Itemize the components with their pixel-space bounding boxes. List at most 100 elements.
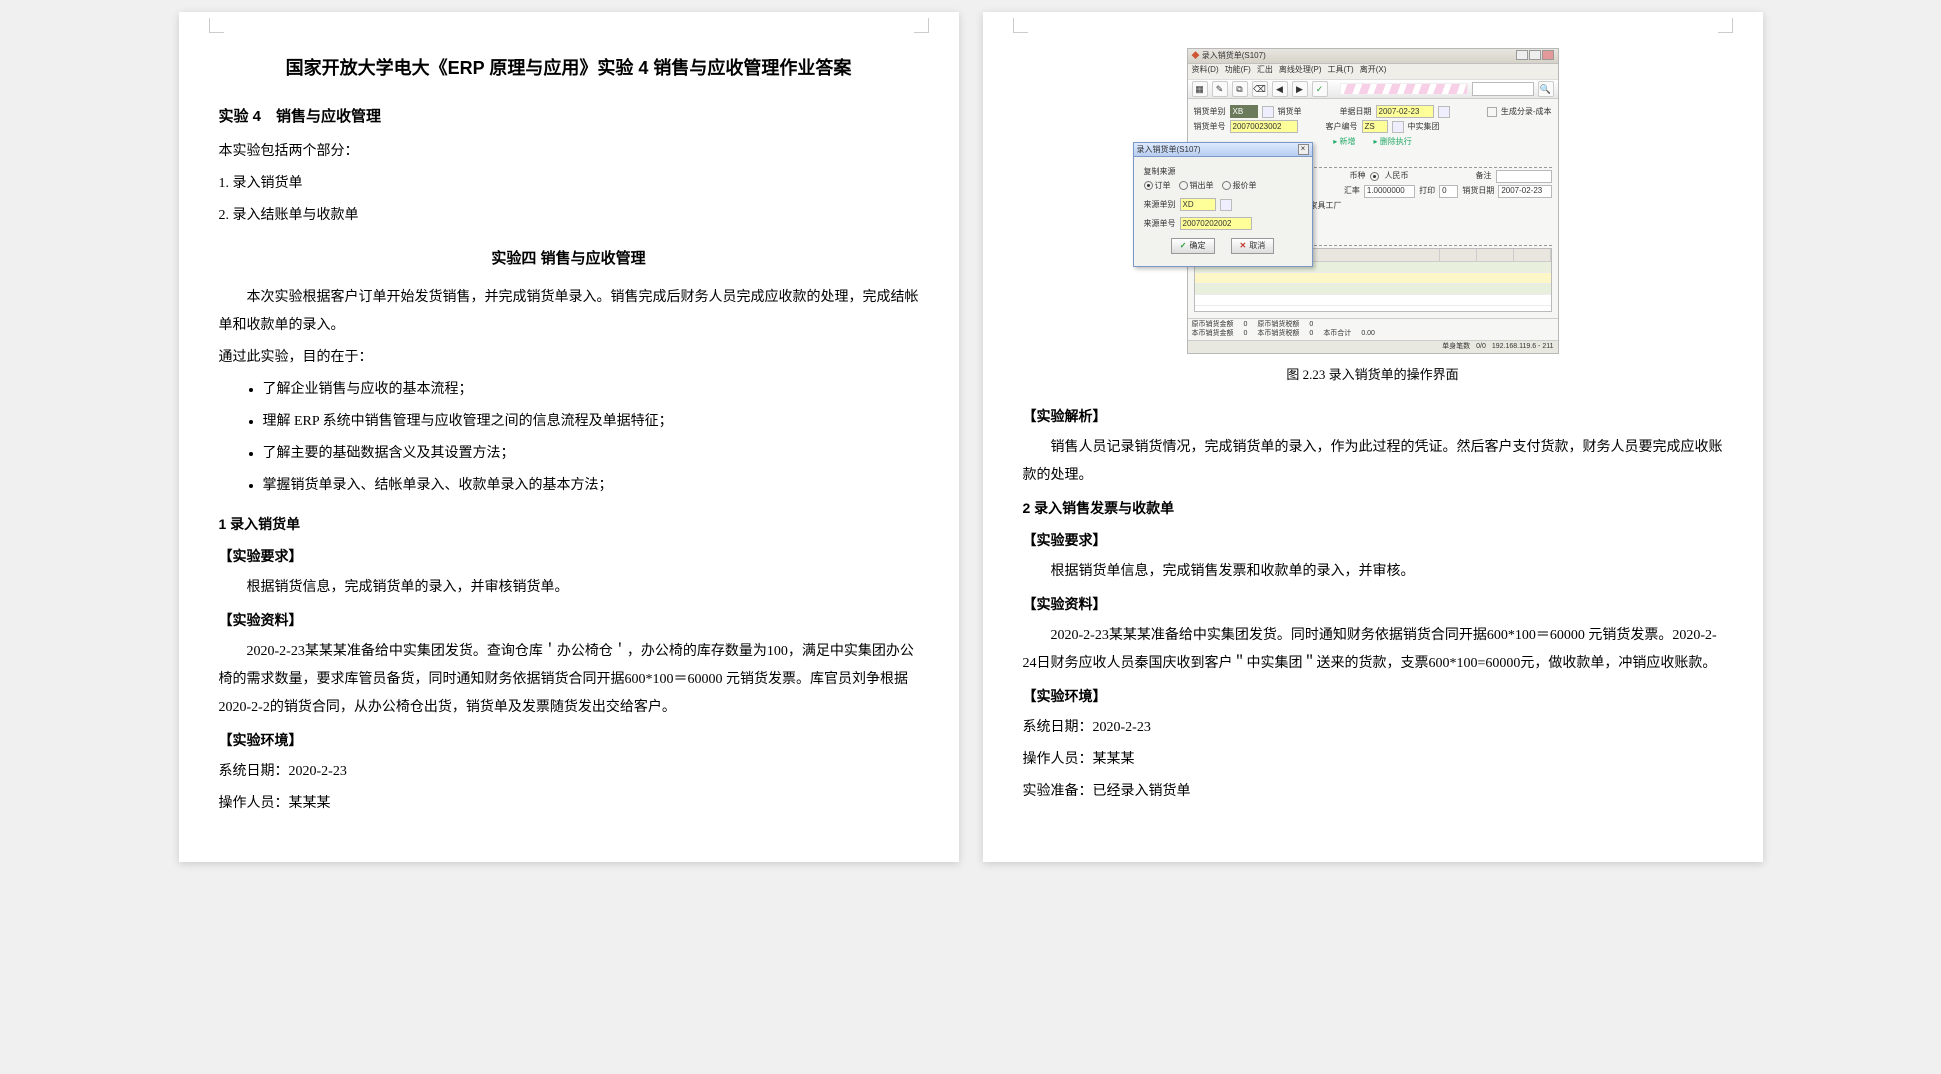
- heading: 【实验解析】: [1023, 402, 1723, 430]
- heading: 2 录入销售发票与收款单: [1023, 494, 1723, 522]
- field-label: 来源单别: [1144, 200, 1176, 210]
- toolbar-button[interactable]: ⧉: [1232, 81, 1248, 97]
- field-value: 0: [1439, 185, 1458, 198]
- page-2: ◆ 录入销货单(S107) 资料(D) 功能(F) 汇出 离线处理(P) 工具(…: [983, 12, 1763, 862]
- radio[interactable]: [1144, 181, 1153, 190]
- field-value[interactable]: 20070202002: [1180, 217, 1252, 230]
- radio-label: 销出单: [1190, 181, 1214, 190]
- menu-item[interactable]: 离线处理(P): [1279, 65, 1322, 78]
- field-value[interactable]: XD: [1180, 198, 1216, 211]
- paragraph: 2. 录入结账单与收款单: [219, 202, 919, 230]
- toolbar-button[interactable]: ⌫: [1252, 81, 1268, 97]
- dialog-titlebar: 录入销货单(S107) ×: [1134, 143, 1312, 157]
- grid-col: [1440, 249, 1477, 261]
- grid-row[interactable]: [1195, 284, 1551, 295]
- paragraph: 根据销货信息，完成销货单的录入，并审核销货单。: [219, 574, 919, 602]
- field-value[interactable]: 20070023002: [1230, 120, 1298, 133]
- field-value[interactable]: XB: [1230, 105, 1258, 118]
- toolbar-button[interactable]: ◀: [1272, 81, 1288, 97]
- paragraph: 本次实验根据客户订单开始发货销售，并完成销货单录入。销售完成后财务人员完成应收款…: [219, 284, 919, 340]
- field-label: 销货单别: [1194, 107, 1226, 117]
- toolbar: ▦ ✎ ⧉ ⌫ ◀ ▶ ✓ 🔍: [1188, 80, 1558, 99]
- field-value: 2007-02-23: [1498, 185, 1551, 198]
- cancel-button[interactable]: ✕取消: [1231, 238, 1275, 254]
- section-heading: 实验 4 销售与应收管理: [219, 102, 919, 132]
- list-item: 理解 ERP 系统中销售管理与应收管理之间的信息流程及单据特征；: [263, 408, 919, 436]
- toolbar-button[interactable]: ▶: [1292, 81, 1308, 97]
- field-value[interactable]: ZS: [1362, 120, 1388, 133]
- radio[interactable]: [1179, 181, 1188, 190]
- grid-row[interactable]: [1195, 295, 1551, 306]
- window-titlebar: ◆ 录入销货单(S107): [1188, 49, 1558, 64]
- date-field[interactable]: 2007-02-23: [1376, 105, 1434, 118]
- field-label: 客户编号: [1326, 122, 1358, 132]
- heading: 1 录入销货单: [219, 510, 919, 538]
- field-label: 销货单号: [1194, 122, 1226, 132]
- crop-mark: [1013, 18, 1028, 33]
- heading: 【实验环境】: [219, 726, 919, 754]
- figure-caption: 图 2.23 录入销货单的操作界面: [1023, 362, 1723, 388]
- status-value: 0/0: [1476, 343, 1486, 351]
- heading: 【实验资料】: [1023, 590, 1723, 618]
- toolbar-button[interactable]: ✓: [1312, 81, 1328, 97]
- crop-mark: [209, 18, 224, 33]
- action-link[interactable]: ▸ 删除执行: [1374, 137, 1412, 147]
- document-viewport: 国家开放大学电大《ERP 原理与应用》实验 4 销售与应收管理作业答案 实验 4…: [0, 0, 1941, 874]
- erp-window: ◆ 录入销货单(S107) 资料(D) 功能(F) 汇出 离线处理(P) 工具(…: [1187, 48, 1559, 354]
- radio-label: 订单: [1155, 181, 1171, 190]
- footer-value: 0: [1244, 330, 1248, 338]
- checkbox[interactable]: [1487, 107, 1497, 117]
- crop-mark: [914, 18, 929, 33]
- field-label: 来源单号: [1144, 219, 1176, 229]
- menu-item[interactable]: 汇出: [1257, 65, 1273, 78]
- paragraph: 根据销货单信息，完成销售发票和收款单的录入，并审核。: [1023, 558, 1723, 586]
- menu-item[interactable]: 功能(F): [1225, 65, 1251, 78]
- ok-button[interactable]: ✓确定: [1171, 238, 1215, 254]
- radio[interactable]: [1370, 172, 1379, 181]
- toolbar-search[interactable]: [1472, 82, 1534, 96]
- page-1: 国家开放大学电大《ERP 原理与应用》实验 4 销售与应收管理作业答案 实验 4…: [179, 12, 959, 862]
- status-bar: 单身笔数 0/0 192.168.119.6 - 211: [1188, 340, 1558, 353]
- heading: 【实验要求】: [219, 542, 919, 570]
- status-label: 单身笔数: [1442, 343, 1470, 351]
- menu-item[interactable]: 资料(D): [1192, 65, 1219, 78]
- toolbar-button[interactable]: ✎: [1212, 81, 1228, 97]
- toolbar-button[interactable]: ▦: [1192, 81, 1208, 97]
- lookup-icon[interactable]: [1392, 121, 1404, 133]
- heading: 【实验环境】: [1023, 682, 1723, 710]
- action-link[interactable]: ▸ 新增: [1333, 137, 1355, 147]
- paragraph: 1. 录入销货单: [219, 170, 919, 198]
- footer-label: 本币销货金额: [1192, 330, 1234, 338]
- crop-mark: [1718, 18, 1733, 33]
- menu-item[interactable]: 工具(T): [1328, 65, 1354, 78]
- field-label: 打印: [1419, 186, 1435, 196]
- calendar-icon[interactable]: [1438, 106, 1450, 118]
- form-area: 销货单别 XB 销货单 单据日期 2007-02-23 生成分录-成本: [1188, 99, 1558, 318]
- radio-label: 报价单: [1233, 181, 1257, 190]
- grid-col: [1514, 249, 1551, 261]
- menu-item[interactable]: 离开(X): [1360, 65, 1387, 78]
- heading: 【实验要求】: [1023, 526, 1723, 554]
- checkbox-label: 生成分录-成本: [1501, 107, 1552, 117]
- grid-row[interactable]: [1195, 273, 1551, 284]
- menubar[interactable]: 资料(D) 功能(F) 汇出 离线处理(P) 工具(T) 离开(X): [1188, 64, 1558, 80]
- lookup-icon[interactable]: [1262, 106, 1274, 118]
- list-item: 了解企业销售与应收的基本流程；: [263, 376, 919, 404]
- lookup-icon[interactable]: [1220, 199, 1232, 211]
- close-icon[interactable]: ×: [1298, 144, 1309, 155]
- window-title: 录入销货单(S107): [1202, 51, 1266, 60]
- list-item: 了解主要的基础数据含义及其设置方法；: [263, 440, 919, 468]
- field-value[interactable]: 1.0000000: [1364, 185, 1415, 198]
- paragraph: 2020-2-23某某某准备给中实集团发货。查询仓库＇办公椅仓＇，办公椅的库存数…: [219, 638, 919, 722]
- paragraph: 操作人员：某某某: [1023, 746, 1723, 774]
- radio-label: 人民币: [1385, 171, 1409, 181]
- paragraph: 2020-2-23某某某准备给中实集团发货。同时通知财务依据销货合同开据600*…: [1023, 622, 1723, 678]
- form-footer: 原币销货金额0 原币销货税额0 本币销货金额0 本币销货税额0 本币合计0.00: [1188, 318, 1558, 341]
- field-value[interactable]: [1496, 170, 1552, 183]
- search-icon[interactable]: 🔍: [1538, 81, 1554, 97]
- window-buttons[interactable]: [1515, 50, 1554, 63]
- field-label: 销货日期: [1462, 186, 1494, 196]
- erp-screenshot: ◆ 录入销货单(S107) 资料(D) 功能(F) 汇出 离线处理(P) 工具(…: [1023, 48, 1723, 354]
- radio[interactable]: [1222, 181, 1231, 190]
- copy-source-dialog: 录入销货单(S107) × 复制来源 订单 销出单 报价单 来源单别: [1133, 142, 1313, 267]
